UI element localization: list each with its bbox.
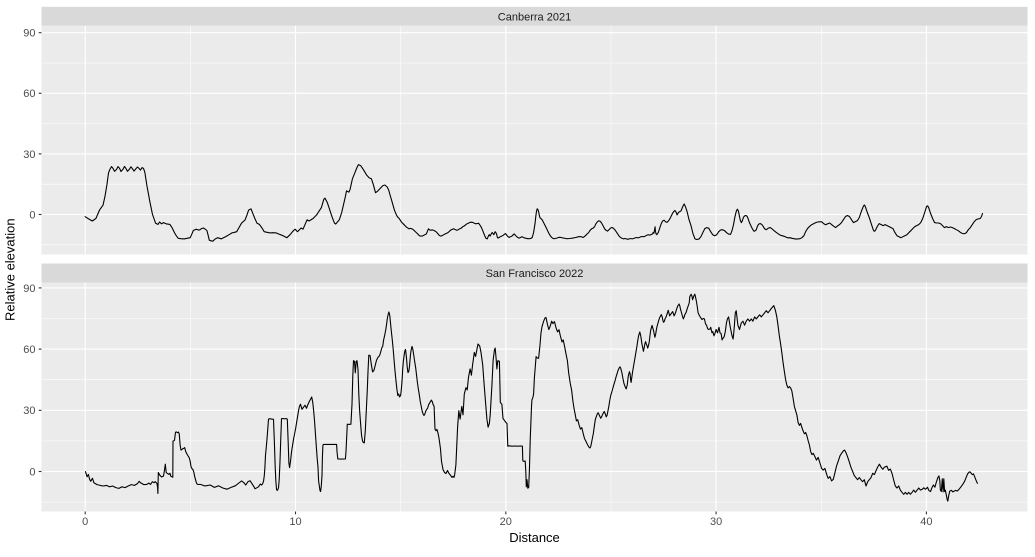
svg-text:30: 30 <box>710 516 722 528</box>
svg-text:Relative elevation: Relative elevation <box>3 218 18 321</box>
svg-text:30: 30 <box>23 149 35 161</box>
svg-text:90: 90 <box>23 283 35 295</box>
svg-text:60: 60 <box>23 88 35 100</box>
svg-text:Distance: Distance <box>509 530 560 545</box>
svg-text:10: 10 <box>289 516 301 528</box>
svg-text:30: 30 <box>23 405 35 417</box>
svg-text:60: 60 <box>23 344 35 356</box>
svg-text:40: 40 <box>920 516 932 528</box>
svg-text:90: 90 <box>23 28 35 40</box>
svg-text:0: 0 <box>29 209 35 221</box>
svg-text:0: 0 <box>29 466 35 478</box>
svg-text:20: 20 <box>500 516 512 528</box>
svg-text:San Francisco 2022: San Francisco 2022 <box>486 268 584 280</box>
svg-text:0: 0 <box>82 516 88 528</box>
svg-text:Canberra 2021: Canberra 2021 <box>498 11 571 23</box>
